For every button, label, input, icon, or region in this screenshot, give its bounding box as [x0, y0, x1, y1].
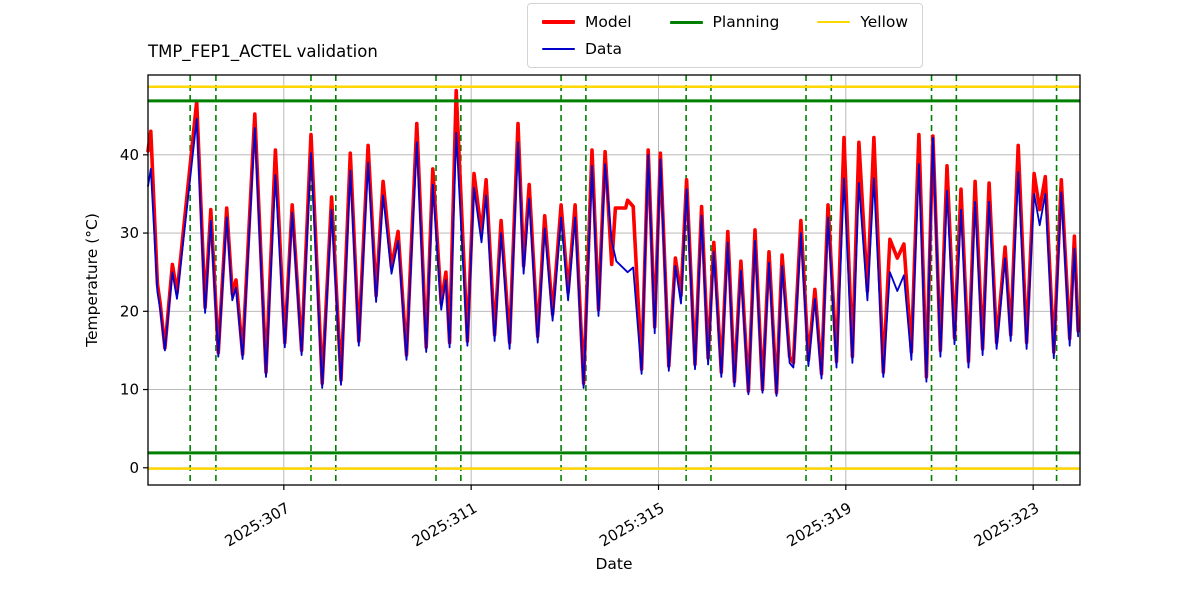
x-tick-label: 2025:311	[409, 499, 480, 551]
x-tick-label: 2025:323	[971, 499, 1042, 551]
legend-item-planning: Planning	[669, 13, 780, 31]
legend-item-yellow: Yellow	[817, 13, 908, 31]
legend-label: Data	[585, 40, 623, 58]
y-tick-label: 0	[129, 459, 139, 477]
plot-frame	[147, 74, 1081, 486]
legend-label: Yellow	[860, 13, 909, 31]
y-axis-label: Temperature (°C)	[83, 213, 101, 348]
x-tick-label: 2025:307	[222, 499, 293, 551]
y-tick-label: 20	[120, 302, 139, 320]
series-data-line	[147, 117, 1079, 397]
x-tick-label: 2025:319	[784, 499, 855, 551]
chart-title: TMP_FEP1_ACTEL validation	[147, 42, 378, 62]
plot-area: 2025:307 2025:311 2025:315 2025:319 2025:323…	[120, 74, 1081, 551]
legend-item-model: Model	[542, 13, 632, 31]
legend: Model Data Planning Yellow	[527, 3, 924, 68]
x-axis-label: Date	[595, 555, 632, 573]
legend-swatch-data	[542, 48, 575, 50]
legend-swatch-yellow	[817, 20, 851, 24]
x-tick-label: 2025:315	[596, 499, 667, 551]
y-tick-label: 10	[120, 381, 139, 399]
legend-swatch-planning	[669, 20, 703, 24]
legend-label: Planning	[712, 13, 780, 31]
legend-label: Model	[585, 13, 632, 31]
y-tick-label: 30	[120, 224, 139, 242]
legend-swatch-model	[542, 20, 575, 24]
legend-item-data: Data	[542, 40, 632, 58]
series-model-line	[146, 88, 1080, 395]
y-tick-label: 40	[120, 146, 139, 164]
